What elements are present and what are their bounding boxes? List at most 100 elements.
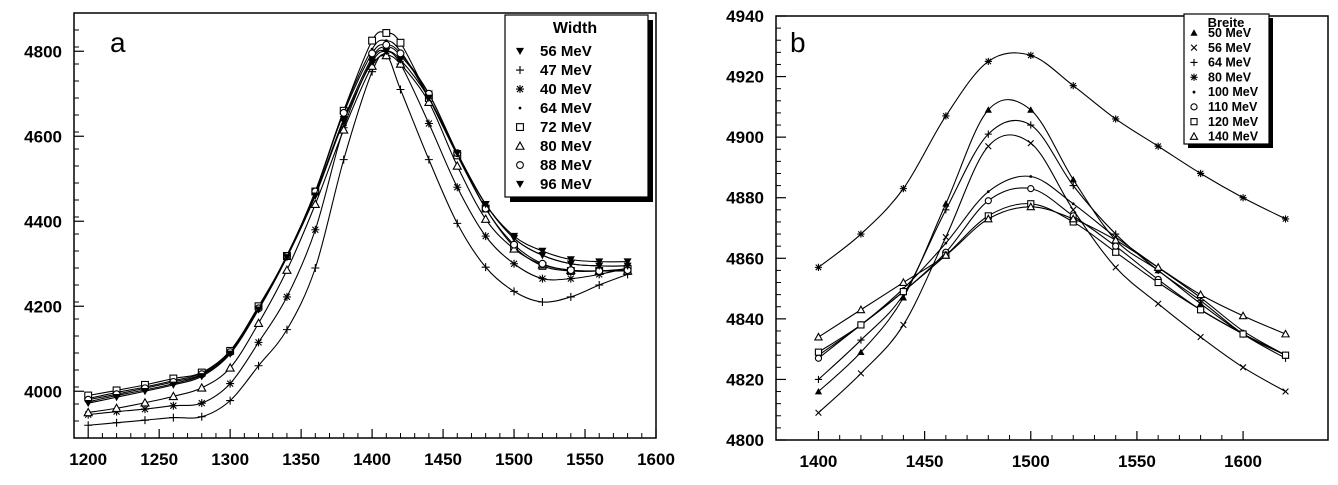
legend-marker: [516, 85, 524, 94]
series-group: [83, 29, 633, 430]
x-tick-label: 1400: [800, 452, 838, 471]
data-point: [941, 250, 951, 259]
data-point: [339, 118, 348, 126]
series-line: [818, 119, 1286, 380]
data-point: [453, 219, 462, 228]
legend-entry: 50 MeV: [1208, 26, 1252, 40]
data-point: [396, 49, 405, 58]
data-point: [1068, 214, 1078, 223]
y-axis: 4000 4200 4400 4600 4800: [24, 12, 84, 439]
data-point: [282, 325, 291, 334]
legend-entry: 120 MeV: [1208, 115, 1259, 129]
data-point: [814, 387, 823, 395]
data-point: [310, 199, 321, 208]
data-point: [311, 225, 320, 234]
series-group: [813, 51, 1291, 417]
legend-entry: 56 MeV: [540, 43, 592, 60]
data-point: [898, 277, 908, 286]
data-point: [623, 262, 632, 270]
data-point: [1112, 248, 1120, 256]
data-point: [1197, 169, 1205, 178]
data-point: [1069, 82, 1077, 90]
data-point: [857, 321, 865, 329]
data-point: [140, 397, 150, 407]
legend-marker: [1190, 44, 1198, 51]
data-point: [814, 375, 823, 384]
series-line: [88, 50, 628, 404]
data-point: [480, 213, 491, 223]
data-point: [169, 413, 178, 422]
legend-marker: [516, 47, 524, 56]
legend-marker: [518, 106, 522, 110]
legend-title: Breite: [1208, 15, 1245, 30]
y-tick-label: 4800: [24, 42, 62, 61]
data-point: [1069, 206, 1077, 214]
legend-box: [1183, 13, 1270, 145]
data-point: [595, 258, 604, 266]
data-point: [481, 232, 490, 241]
data-point: [140, 416, 149, 425]
data-point: [197, 412, 206, 421]
x-tick-label: 1300: [211, 450, 249, 469]
data-point: [368, 36, 377, 45]
legend-entry: 72 MeV: [540, 119, 592, 136]
data-point: [1281, 329, 1291, 338]
y-tick-label: 4600: [24, 127, 62, 146]
x-tick-label: 1400: [353, 450, 391, 469]
legend-entry: 80 MeV: [1208, 70, 1252, 84]
series-110-mev: [814, 185, 1290, 362]
series-120-mev: [814, 200, 1290, 359]
data-point: [424, 155, 433, 164]
data-point: [595, 262, 604, 270]
data-point: [1027, 185, 1035, 193]
legend-entry: 80 MeV: [540, 138, 592, 155]
data-point: [424, 119, 433, 128]
data-point: [566, 274, 575, 283]
data-point: [140, 405, 149, 414]
data-point: [984, 197, 992, 205]
data-point: [281, 264, 292, 274]
data-point: [1027, 106, 1035, 113]
series-line: [818, 206, 1286, 338]
legend-entry: 110 MeV: [1208, 100, 1258, 114]
x-tick-label: 1200: [69, 450, 107, 469]
data-point: [985, 142, 992, 150]
data-point: [566, 256, 575, 264]
data-point: [944, 241, 948, 245]
data-point: [1239, 330, 1247, 338]
data-point: [942, 206, 950, 214]
data-point: [226, 396, 235, 405]
x-tick-label: 1250: [140, 450, 178, 469]
data-point: [339, 155, 348, 164]
data-point: [815, 409, 822, 417]
data-point: [814, 348, 823, 356]
legend-marker: [1190, 103, 1198, 111]
data-point: [169, 401, 178, 410]
legend-entry: 40 MeV: [540, 81, 592, 98]
data-point: [282, 254, 291, 262]
data-point: [481, 201, 490, 209]
legend-entry: 96 MeV: [540, 176, 592, 193]
series-56-mev: [815, 134, 1289, 417]
data-point: [382, 29, 391, 37]
legend-marker: [516, 123, 524, 132]
panel-label: b: [790, 27, 806, 58]
data-point: [368, 49, 377, 58]
data-point: [1027, 139, 1035, 147]
data-point: [396, 38, 405, 47]
data-point: [566, 260, 575, 268]
data-point: [942, 112, 950, 120]
data-point: [623, 258, 632, 266]
data-point: [169, 381, 178, 389]
x-tick-label: 1450: [424, 450, 462, 469]
data-point: [453, 150, 462, 158]
legend-marker: [516, 180, 524, 189]
chart-panel-b: 1400 1450 1500 1550 1600 4800 4820 4840 4860 488…: [726, 7, 1329, 471]
data-point: [1069, 182, 1077, 190]
data-point: [197, 373, 206, 381]
y-tick-label: 4860: [726, 249, 764, 268]
data-point: [396, 56, 405, 64]
data-point: [813, 332, 823, 341]
data-point: [986, 190, 990, 194]
data-point: [538, 274, 547, 283]
